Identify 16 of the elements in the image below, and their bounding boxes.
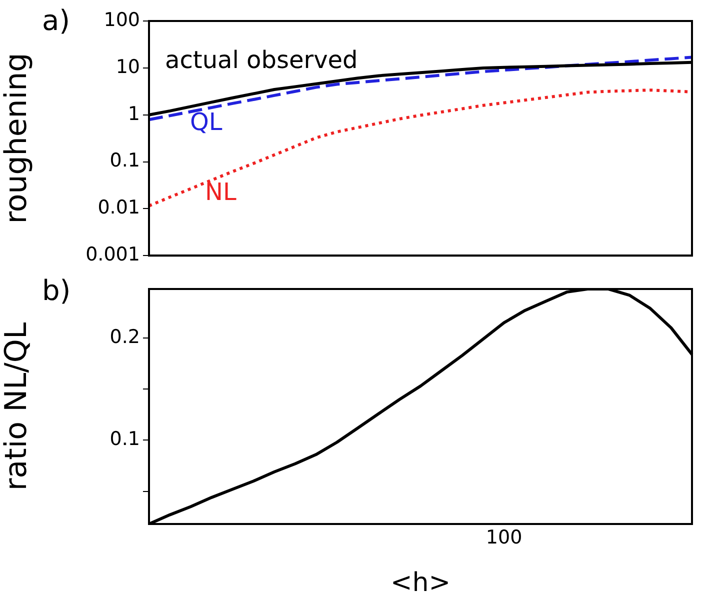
series-label: QL — [190, 108, 223, 136]
y-tick-label: 0.2 — [110, 326, 140, 348]
y-tick-label: 0.1 — [110, 150, 140, 172]
y-tick-label: 10 — [116, 56, 140, 78]
y-tick-label: 0.01 — [98, 196, 140, 219]
x-axis-title: <h> — [390, 568, 451, 598]
y-axis-title: roughening — [0, 52, 34, 224]
y-axis-title: ratio NL/QL — [0, 322, 34, 491]
y-tick-label: 1 — [128, 102, 140, 125]
series-label: actual observed — [165, 46, 358, 74]
text: b) — [42, 274, 71, 307]
series-label: NL — [205, 178, 237, 206]
y-tick-label: 100 — [104, 8, 140, 31]
text: a) — [42, 4, 70, 37]
y-tick-label: 0.1 — [110, 428, 140, 450]
y-tick-label: 0.001 — [86, 244, 140, 266]
